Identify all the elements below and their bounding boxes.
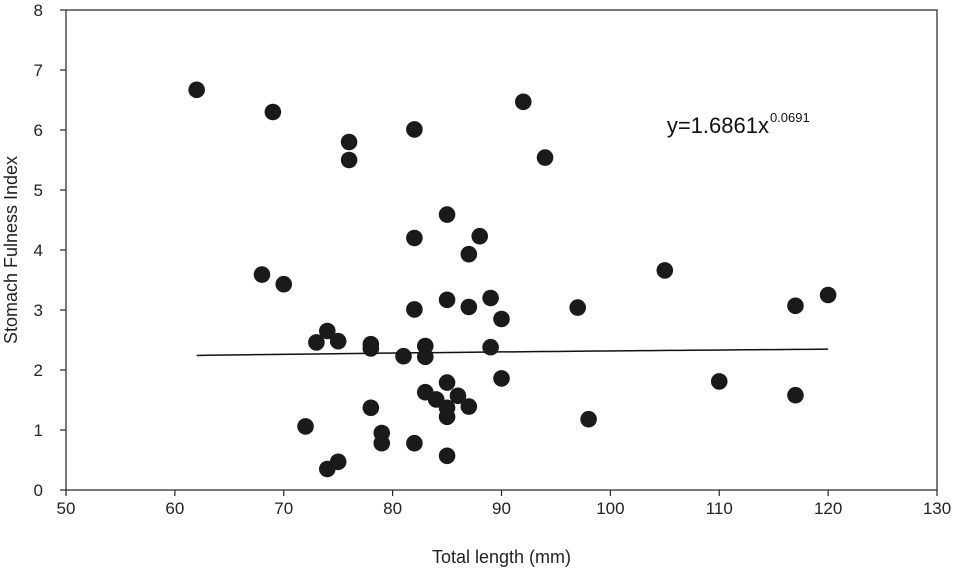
data-point xyxy=(710,373,728,390)
data-point xyxy=(395,347,412,365)
x-tick-label: 130 xyxy=(923,499,951,518)
y-tick-label: 2 xyxy=(34,361,43,380)
y-tick-label: 5 xyxy=(34,181,43,200)
data-point xyxy=(580,410,597,428)
equation-exponent-text: 0.0691 xyxy=(770,110,810,125)
x-tick-label: 60 xyxy=(165,499,184,518)
data-point xyxy=(275,275,293,293)
data-point xyxy=(536,149,554,166)
axis-ticks: 50 60 70 80 90 100 110 120 130 0 1 2 3 4 5 6 7 8 xyxy=(34,1,952,518)
data-point xyxy=(438,291,456,309)
data-point xyxy=(319,460,336,478)
data-point xyxy=(482,338,499,356)
y-tick-label: 6 xyxy=(34,121,43,140)
data-point xyxy=(406,434,423,452)
y-tick-label: 7 xyxy=(34,61,43,80)
y-tick-label: 1 xyxy=(34,421,43,440)
data-point xyxy=(819,286,837,304)
x-tick-label: 110 xyxy=(706,499,733,518)
x-tick-label: 120 xyxy=(814,499,842,518)
data-point xyxy=(438,408,456,426)
data-point xyxy=(438,447,456,465)
data-point xyxy=(308,334,325,351)
data-point xyxy=(406,229,423,247)
y-axis-title: Stomach Fulness Index xyxy=(1,156,21,344)
data-point xyxy=(340,151,358,169)
data-point xyxy=(787,386,804,404)
data-point xyxy=(406,121,423,138)
data-points xyxy=(188,81,837,478)
data-point xyxy=(460,398,478,415)
data-point xyxy=(493,370,510,387)
y-tick-label: 0 xyxy=(34,481,43,500)
data-point xyxy=(471,227,489,245)
x-axis-title: Total length (mm) xyxy=(432,547,571,567)
x-tick-label: 100 xyxy=(596,499,624,518)
data-point xyxy=(514,93,532,111)
equation-base-text: y=1.6861x xyxy=(667,113,769,138)
x-tick-label: 70 xyxy=(274,499,293,518)
data-point xyxy=(329,332,347,350)
y-tick-label: 3 xyxy=(34,301,43,320)
x-tick-label: 50 xyxy=(57,499,76,518)
data-point xyxy=(569,299,587,316)
data-point xyxy=(438,374,456,391)
y-tick-label: 4 xyxy=(34,241,43,260)
data-point xyxy=(188,81,205,99)
data-point xyxy=(297,418,314,435)
trendline xyxy=(196,348,829,357)
data-point xyxy=(493,310,510,328)
data-point xyxy=(460,245,478,263)
trendline-equation: y=1.6861x 0.0691 xyxy=(667,110,810,138)
data-point xyxy=(416,348,434,366)
data-point xyxy=(787,297,804,315)
data-point xyxy=(482,289,499,307)
data-point xyxy=(264,103,282,121)
data-point xyxy=(460,298,478,316)
y-tick-label: 8 xyxy=(34,1,43,20)
data-point xyxy=(319,322,336,340)
data-point xyxy=(362,340,380,357)
data-point xyxy=(340,133,358,151)
data-point xyxy=(656,262,674,279)
data-point xyxy=(253,266,271,283)
trendline-group xyxy=(196,348,829,357)
data-point xyxy=(438,206,456,223)
data-point xyxy=(373,434,391,452)
data-point xyxy=(362,399,380,417)
x-tick-label: 90 xyxy=(492,499,511,518)
data-point xyxy=(406,301,423,318)
data-point xyxy=(449,387,467,405)
x-tick-label: 80 xyxy=(383,499,402,518)
